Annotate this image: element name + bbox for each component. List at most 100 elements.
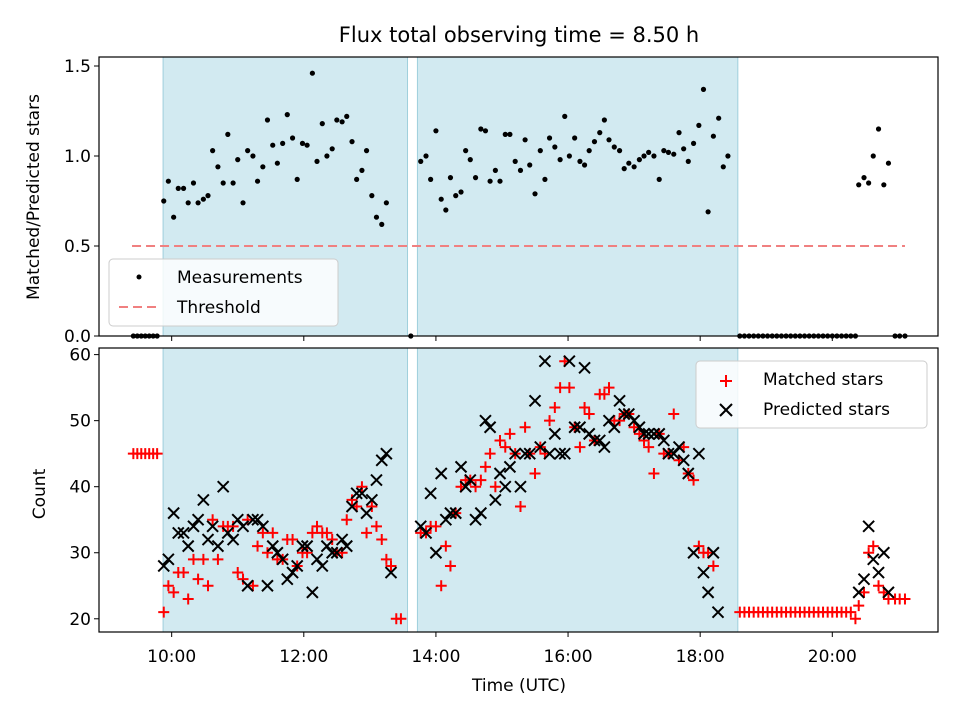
predicted-star-point — [701, 586, 715, 599]
predicted-star-point — [370, 473, 383, 487]
measurement-point — [720, 164, 726, 170]
predicted-star-point — [216, 480, 230, 493]
measurement-point — [537, 148, 543, 154]
measurement-point — [294, 176, 300, 182]
matched-star-point — [702, 547, 714, 559]
predicted-star-point — [345, 500, 359, 513]
predicted-star-point — [335, 533, 349, 546]
measurement-point — [482, 128, 489, 134]
matched-star-point — [603, 382, 615, 394]
measurement-point — [557, 157, 563, 163]
predicted-star-point — [360, 506, 373, 520]
predicted-star-point — [474, 506, 488, 520]
measurement-point — [881, 182, 887, 188]
predicted-star-point — [499, 480, 512, 493]
measurement-point — [309, 70, 315, 76]
matched-star-point — [252, 540, 264, 552]
matched-star-point — [242, 514, 254, 526]
predicted-star-point — [514, 480, 527, 493]
predicted-star-point — [548, 427, 562, 441]
matched-star-point — [444, 560, 456, 572]
measurement-point — [463, 148, 469, 154]
measurement-point — [319, 121, 325, 127]
measurement-point — [200, 196, 206, 202]
measurement-point — [245, 148, 251, 154]
top-measurement-points — [130, 70, 908, 339]
measurement-point — [220, 180, 226, 186]
predicted-star-point — [306, 586, 319, 599]
predicted-star-point — [167, 506, 180, 520]
measurement-point — [606, 137, 612, 143]
matched-star-point — [361, 527, 373, 539]
predicted-star-point — [201, 533, 215, 546]
matched-star-point — [178, 567, 190, 579]
measurement-point — [363, 148, 370, 154]
measurement-point — [532, 191, 538, 197]
measurement-point — [601, 117, 607, 123]
measurement-point — [631, 164, 637, 170]
predicted-star-point — [434, 467, 448, 480]
measurement-point — [225, 131, 231, 137]
predicted-star-point — [162, 553, 175, 566]
predicted-star-point — [181, 539, 195, 553]
bottom-shaded-regions — [162, 347, 739, 633]
measurement-point — [875, 126, 882, 132]
predicted-star-point — [290, 559, 304, 573]
matched-star-point — [187, 553, 199, 565]
predicted-star-point — [300, 539, 314, 553]
measurement-point — [665, 149, 672, 155]
matched-star-point — [693, 540, 705, 552]
predicted-star-point — [647, 427, 661, 441]
predicted-star-point — [862, 520, 875, 533]
matched-star-point — [197, 553, 209, 565]
measurement-point — [289, 135, 296, 141]
matched-star-point — [232, 567, 244, 579]
matched-star-point — [648, 467, 660, 479]
matched-star-point — [853, 600, 865, 612]
measurement-point — [586, 148, 592, 154]
measurement-point — [512, 158, 518, 164]
measurement-point — [423, 153, 429, 159]
measurement-point — [542, 176, 548, 182]
legend-predicted-marker — [719, 403, 733, 417]
matched-star-point — [514, 501, 526, 513]
bottom-y-axis-label: Count — [30, 468, 50, 519]
predicted-star-point — [672, 440, 686, 454]
matched-star-point — [583, 408, 595, 420]
y-tick-label: 60 — [69, 346, 91, 366]
predicted-star-point — [852, 586, 865, 599]
matched-star-point — [326, 534, 338, 546]
predicted-star-point — [657, 434, 671, 447]
predicted-star-point — [429, 546, 443, 559]
measurement-point — [522, 137, 528, 143]
matched-star-point — [151, 448, 163, 460]
measurement-point — [443, 207, 449, 213]
matched-star-point — [366, 501, 378, 513]
measurement-point — [175, 185, 181, 191]
matched-star-point — [440, 540, 452, 552]
predicted-star-point — [246, 513, 260, 526]
predicted-star-point — [197, 493, 210, 507]
measurement-point — [861, 175, 867, 181]
matched-star-point — [529, 467, 541, 479]
measurement-point — [566, 153, 572, 159]
y-tick-label: 20 — [69, 610, 91, 630]
matched-star-point — [504, 428, 516, 440]
matched-star-point — [858, 586, 870, 598]
predicted-star-point — [553, 447, 567, 460]
predicted-star-point — [662, 447, 675, 460]
matched-star-point — [207, 514, 219, 526]
measurement-point — [685, 158, 691, 164]
predicted-star-point — [157, 559, 170, 573]
matched-star-point — [489, 481, 501, 493]
predicted-star-point — [503, 460, 517, 474]
matched-star-point — [301, 547, 313, 559]
matched-star-point — [863, 547, 875, 559]
predicted-star-point — [419, 526, 433, 540]
matched-star-point — [867, 540, 879, 552]
predicted-star-point — [286, 566, 299, 579]
predicted-star-point — [316, 559, 329, 573]
measurement-point — [161, 198, 167, 204]
measurement-point — [324, 153, 330, 159]
